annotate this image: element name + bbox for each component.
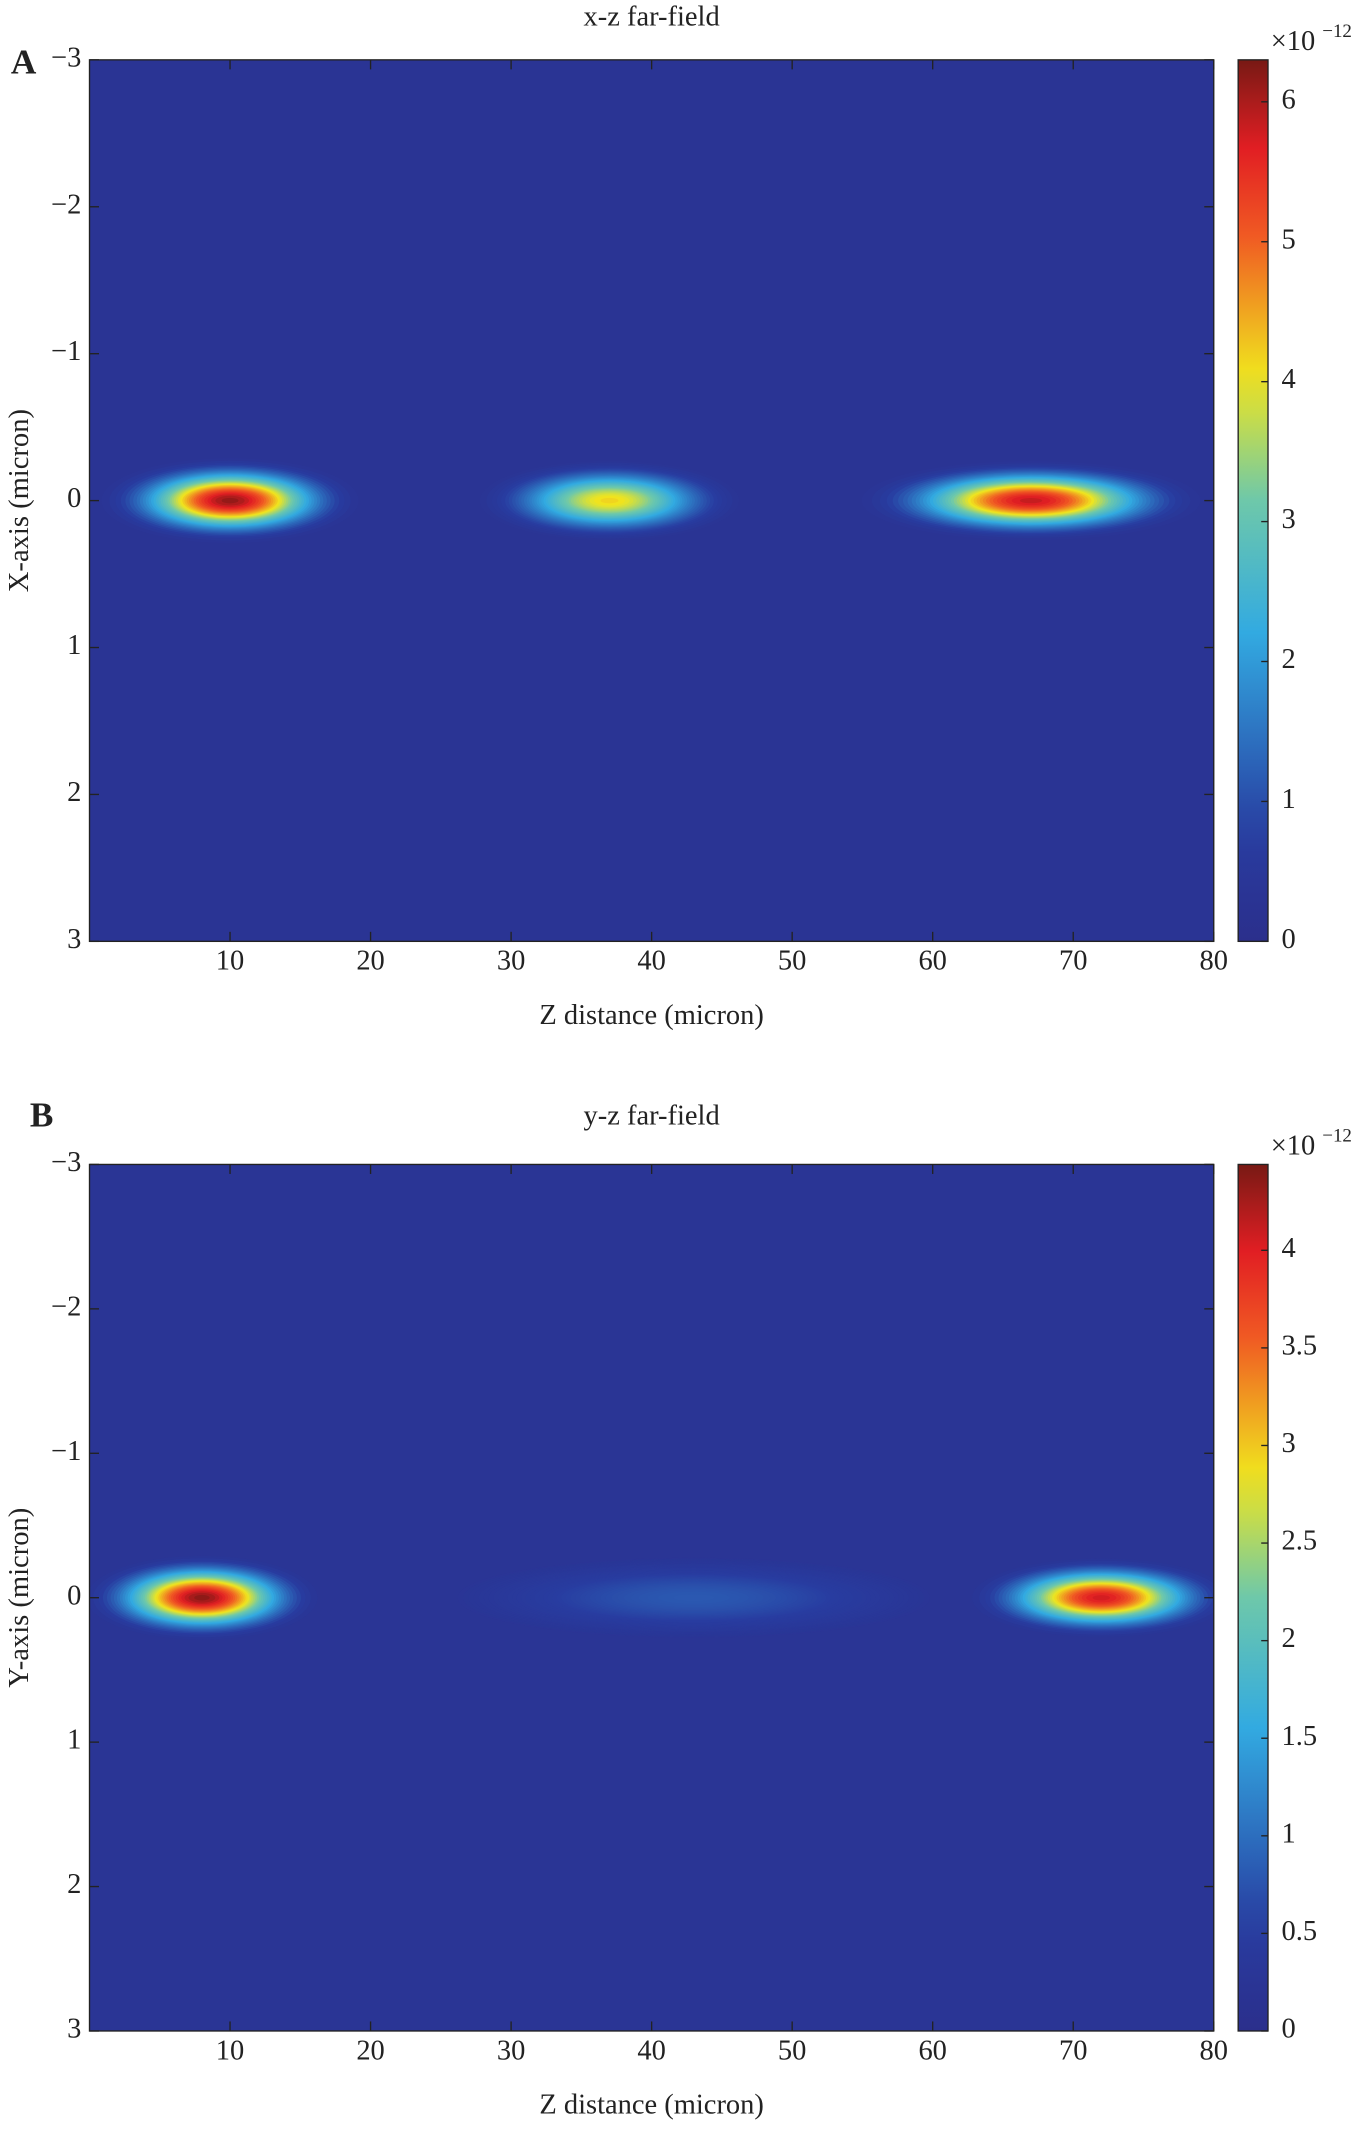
x-tick-label: 20 [356, 946, 384, 977]
x-tick-label: 50 [778, 946, 806, 977]
x-tick-label: 10 [216, 2035, 244, 2066]
colorbar-tick-label: 1 [1282, 784, 1296, 815]
colorbar-tick-label: 3 [1282, 504, 1296, 535]
x-axis-label: Z distance (micron) [539, 2090, 764, 2121]
y-tick-label: −2 [51, 1291, 81, 1322]
y-tick-label: 1 [67, 1725, 81, 1756]
colorbar-tick-label: 0 [1282, 924, 1296, 955]
colorbar-tick-label: 3.5 [1282, 1330, 1318, 1361]
x-axis-label: Z distance (micron) [539, 1000, 764, 1031]
colorbar-tick-label: 5 [1282, 224, 1296, 255]
field-spot [221, 497, 239, 504]
y-tick-label: −1 [51, 336, 81, 367]
x-tick-label: 30 [497, 946, 525, 977]
x-tick-label: 50 [778, 2035, 806, 2066]
colorbar-tick-label: 1 [1282, 1818, 1296, 1849]
colorbar-tick-label: 2.5 [1282, 1526, 1318, 1557]
x-tick-label: 10 [216, 946, 244, 977]
x-tick-label: 80 [1200, 2035, 1228, 2066]
y-tick-label: 2 [67, 777, 81, 808]
x-tick-label: 80 [1200, 946, 1228, 977]
x-tick-label: 20 [356, 2035, 384, 2066]
x-tick-label: 60 [918, 2035, 946, 2066]
y-axis-label: Y-axis (micron) [4, 1508, 35, 1688]
field-spot [1019, 497, 1043, 504]
x-tick-label: 40 [637, 946, 665, 977]
colorbar-tick-label: 3 [1282, 1428, 1296, 1459]
chart-title: x-z far-field [584, 2, 720, 33]
colorbar-exponent: −12 [1322, 21, 1352, 42]
colorbar-multiplier: ×10 [1271, 1131, 1316, 1162]
chart-title: y-z far-field [584, 1101, 720, 1132]
field-spot [194, 1594, 210, 1601]
x-tick-label: 70 [1059, 2035, 1087, 2066]
y-tick-label: 3 [67, 924, 81, 955]
field-spot [1092, 1595, 1111, 1601]
colorbar-tick-label: 1.5 [1282, 1721, 1318, 1752]
field-spot [673, 1594, 715, 1602]
colorbar-tick-label: 0.5 [1282, 1916, 1318, 1947]
heatmap [89, 1164, 1214, 2031]
heatmap [89, 59, 1214, 942]
y-tick-label: −3 [51, 42, 81, 73]
colorbar-tick-label: 6 [1282, 84, 1296, 115]
colorbar-tick-label: 2 [1282, 1623, 1296, 1654]
x-tick-label: 30 [497, 2035, 525, 2066]
colorbar-multiplier: ×10 [1271, 26, 1316, 57]
y-tick-label: 0 [67, 1580, 81, 1611]
panel-label: B [30, 1095, 54, 1134]
field-spot [600, 497, 619, 504]
colorbar [1237, 1163, 1269, 2032]
y-tick-label: −2 [51, 189, 81, 220]
y-tick-label: −3 [51, 1147, 81, 1178]
x-tick-label: 60 [918, 946, 946, 977]
colorbar [1237, 59, 1269, 943]
colorbar-exponent: −12 [1322, 1126, 1352, 1147]
y-tick-label: 2 [67, 1869, 81, 1900]
y-tick-label: 3 [67, 2013, 81, 2044]
x-tick-label: 40 [637, 2035, 665, 2066]
colorbar-tick-label: 0 [1282, 2013, 1296, 2044]
y-axis-label: X-axis (micron) [4, 409, 35, 592]
y-tick-label: 1 [67, 630, 81, 661]
panel-label: A [11, 42, 37, 81]
y-tick-label: −1 [51, 1436, 81, 1467]
y-tick-label: 0 [67, 483, 81, 514]
colorbar-tick-label: 2 [1282, 644, 1296, 675]
colorbar-tick-label: 4 [1282, 1233, 1296, 1264]
colorbar-tick-label: 4 [1282, 364, 1296, 395]
x-tick-label: 70 [1059, 946, 1087, 977]
